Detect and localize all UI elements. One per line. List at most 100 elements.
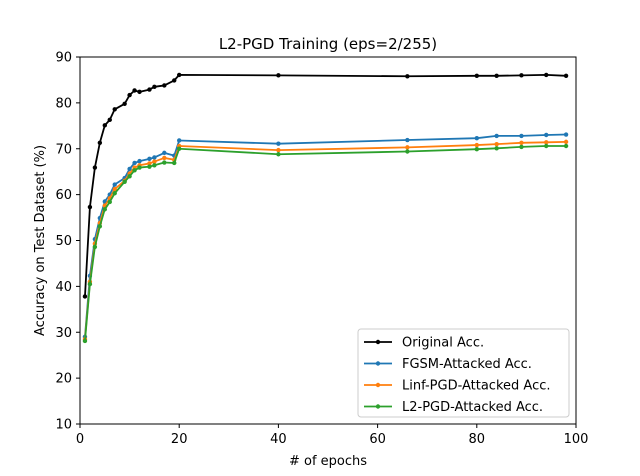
y-tick-label: 30	[55, 326, 72, 341]
y-tick-label: 40	[55, 280, 72, 295]
y-tick-label: 20	[55, 372, 72, 387]
x-tick-label: 0	[76, 432, 84, 447]
data-point-l2-pgd-attacked-acc	[127, 174, 132, 179]
data-point-l2-pgd-attacked-acc	[122, 179, 127, 184]
y-tick-label: 60	[55, 188, 72, 203]
legend: Original Acc. FGSM-Attacked Acc. Linf-PGD-…	[357, 328, 570, 418]
data-point-linf-pgd-attacked-acc	[152, 159, 157, 164]
data-point-original-acc	[544, 72, 549, 78]
y-axis-label: Accuracy on Test Dataset (%)	[33, 145, 48, 336]
data-point-l2-pgd-attacked-acc	[147, 164, 152, 169]
data-point-l2-pgd-attacked-acc	[544, 143, 549, 149]
legend-label-fgsm-attacked-acc: FGSM-Attacked Acc.	[402, 357, 532, 372]
data-point-original-acc	[147, 87, 152, 92]
data-point-linf-pgd-attacked-acc	[162, 155, 167, 161]
data-point-l2-pgd-attacked-acc	[132, 168, 137, 173]
data-point-l2-pgd-attacked-acc	[97, 224, 103, 229]
data-point-fgsm-attacked-acc	[405, 137, 410, 143]
data-point-original-acc	[494, 73, 499, 79]
legend-marker-original-acc	[375, 339, 381, 345]
data-point-linf-pgd-attacked-acc	[519, 140, 524, 145]
data-point-original-acc	[97, 140, 103, 145]
data-point-original-acc	[519, 73, 524, 78]
data-point-l2-pgd-attacked-acc	[107, 199, 112, 205]
x-axis: 0 20 40 60 80 100	[76, 424, 589, 447]
data-point-fgsm-attacked-acc	[177, 138, 182, 143]
x-tick-label: 40	[270, 432, 287, 447]
data-point-original-acc	[107, 117, 112, 123]
legend-marker-l2-pgd-attacked-acc	[375, 404, 381, 409]
data-point-l2-pgd-attacked-acc	[102, 207, 108, 212]
x-tick-label: 80	[469, 432, 486, 447]
data-point-original-acc	[276, 73, 281, 78]
legend-frame	[357, 328, 570, 418]
data-point-l2-pgd-attacked-acc	[137, 165, 142, 170]
data-point-l2-pgd-attacked-acc	[112, 191, 117, 196]
series-line-linf-pgd-attacked-acc	[84, 140, 567, 340]
data-point-fgsm-attacked-acc	[152, 155, 157, 160]
legend-label-original-acc: Original Acc.	[402, 336, 484, 351]
y-axis: 10 20 30 40 50 60 70 80 90	[55, 51, 80, 433]
series-line-original-acc	[84, 73, 567, 297]
data-point-l2-pgd-attacked-acc	[276, 152, 281, 157]
data-point-fgsm-attacked-acc	[162, 150, 167, 156]
data-point-l2-pgd-attacked-acc	[152, 163, 157, 168]
data-point-original-acc	[177, 72, 182, 78]
data-point-original-acc	[152, 84, 157, 90]
data-point-original-acc	[172, 78, 177, 83]
data-point-fgsm-attacked-acc	[544, 132, 549, 138]
y-tick-label: 10	[55, 418, 72, 433]
x-axis-label: # of epochs	[289, 454, 367, 469]
data-point-linf-pgd-attacked-acc	[544, 140, 549, 145]
y-tick-label: 80	[55, 96, 72, 111]
data-point-original-acc	[122, 101, 127, 106]
data-point-fgsm-attacked-acc	[132, 160, 137, 166]
data-point-original-acc	[162, 83, 167, 88]
data-point-l2-pgd-attacked-acc	[177, 146, 182, 151]
data-point-linf-pgd-attacked-acc	[474, 142, 479, 148]
data-point-original-acc	[102, 123, 108, 128]
data-point-fgsm-attacked-acc	[563, 132, 569, 137]
data-point-linf-pgd-attacked-acc	[494, 141, 499, 147]
data-point-l2-pgd-attacked-acc	[474, 147, 479, 152]
data-point-fgsm-attacked-acc	[112, 182, 117, 187]
chart-title: L2-PGD Training (eps=2/255)	[219, 35, 437, 53]
x-tick-label: 100	[564, 432, 589, 447]
y-tick-label: 90	[55, 51, 72, 66]
legend-marker-linf-pgd-attacked-acc	[375, 382, 381, 388]
x-tick-label: 20	[171, 432, 188, 447]
y-tick-label: 50	[55, 234, 72, 249]
data-point-l2-pgd-attacked-acc	[172, 160, 177, 166]
data-point-linf-pgd-attacked-acc	[563, 139, 569, 145]
data-point-l2-pgd-attacked-acc	[82, 338, 88, 344]
legend-label-l2-pgd-attacked-acc: L2-PGD-Attacked Acc.	[402, 400, 543, 415]
data-point-l2-pgd-attacked-acc	[162, 160, 167, 165]
data-point-linf-pgd-attacked-acc	[147, 161, 152, 166]
data-point-original-acc	[563, 73, 569, 79]
data-point-l2-pgd-attacked-acc	[405, 149, 410, 154]
data-point-l2-pgd-attacked-acc	[494, 146, 499, 151]
data-point-original-acc	[127, 92, 132, 98]
data-point-original-acc	[405, 74, 410, 79]
data-point-fgsm-attacked-acc	[519, 133, 524, 139]
data-point-fgsm-attacked-acc	[147, 156, 152, 162]
x-tick-label: 60	[369, 432, 386, 447]
series-line-l2-pgd-attacked-acc	[84, 145, 567, 342]
data-point-l2-pgd-attacked-acc	[563, 143, 569, 149]
y-tick-label: 70	[55, 142, 72, 157]
data-point-original-acc	[87, 204, 93, 210]
data-point-linf-pgd-attacked-acc	[112, 186, 117, 192]
data-point-linf-pgd-attacked-acc	[405, 145, 410, 150]
data-point-l2-pgd-attacked-acc	[87, 281, 93, 287]
data-point-fgsm-attacked-acc	[494, 133, 499, 139]
data-point-l2-pgd-attacked-acc	[519, 144, 524, 150]
data-point-fgsm-attacked-acc	[137, 158, 142, 164]
data-point-linf-pgd-attacked-acc	[276, 147, 281, 153]
data-point-l2-pgd-attacked-acc	[92, 244, 98, 250]
series-layer	[82, 72, 569, 344]
data-point-original-acc	[137, 89, 142, 95]
data-point-fgsm-attacked-acc	[276, 141, 281, 146]
data-point-fgsm-attacked-acc	[474, 135, 479, 141]
